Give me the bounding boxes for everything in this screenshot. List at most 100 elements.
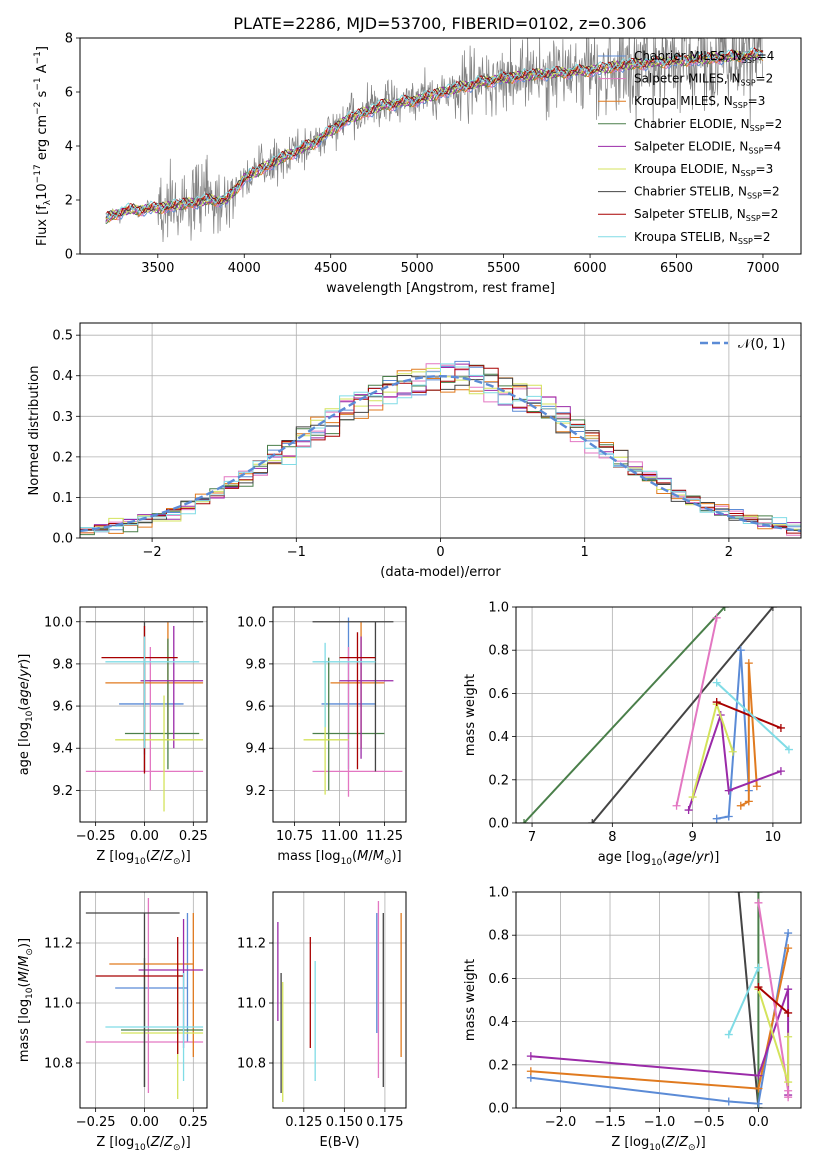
legend-label: Chabrier STELIB, NSSP=2 — [634, 185, 780, 201]
mass-weight-line — [716, 701, 782, 729]
y-tick-label: 8 — [65, 32, 73, 47]
x-tick-label: −1.0 — [644, 1115, 676, 1130]
mass-weight-marker — [784, 1093, 793, 1102]
y-tick-label: 9.8 — [52, 657, 73, 672]
x-tick-label: 0.150 — [326, 1115, 363, 1130]
x-tick-label: 11.00 — [321, 829, 358, 844]
y-tick-label: 0.6 — [488, 972, 509, 987]
legend-label: Salpeter MILES, NSSP=2 — [634, 72, 773, 88]
mass-weight-marker — [754, 1099, 763, 1108]
x-axis-label: Z [log10(Z/Z⊙)] — [96, 1135, 190, 1153]
mass-weight-marker — [684, 806, 693, 815]
y-axis-label: Normed distribution — [27, 366, 42, 496]
mass-weight-marker — [712, 678, 721, 687]
mass-weight-marker — [712, 613, 721, 622]
mass-weight-line — [591, 607, 774, 823]
y-tick-label: 1.0 — [488, 601, 509, 616]
x-tick-label: 2 — [725, 545, 733, 560]
mass-weight-marker — [784, 944, 793, 953]
residuals-axes: −2 −1 0 1 2 0.0 0.1 0.2 0.3 0.4 0.5 (data-model)/er… — [27, 322, 802, 580]
x-tick-label: 5500 — [487, 261, 520, 276]
spectrum-axes: 3500 4000 4500 5000 5500 6000 6500 7000 0 2 4 6 8 wav… — [33, 32, 802, 296]
mass-weight-line — [716, 681, 790, 751]
residual-legend: 𝒩(0, 1) — [700, 337, 785, 352]
mass-weight-marker — [672, 801, 681, 810]
mass-weight-line — [740, 663, 758, 807]
y-tick-label: 0.0 — [488, 817, 509, 832]
y-tick-label: 11.2 — [44, 937, 73, 952]
mass-weight-marker — [736, 646, 745, 655]
age_vs_mass-axes: 10.75 11.00 11.25 9.2 9.4 9.6 9.8 10.0 mass [log… — [237, 606, 407, 867]
legend-label: Chabrier ELODIE, NSSP=2 — [634, 117, 782, 133]
normal-curve — [80, 374, 801, 533]
x-tick-label: 0.25 — [179, 1115, 208, 1130]
x-tick-label: −1 — [287, 545, 306, 560]
mass_weight_vs_Z-axes: −2.0 −1.5 −1.0 −0.5 0.0 0.0 0.2 0.4 0.6 0.8 1.0 Z [… — [463, 886, 802, 1153]
x-tick-label: 1 — [581, 545, 589, 560]
x-tick-label: −2.0 — [545, 1115, 577, 1130]
y-tick-label: 2 — [65, 194, 73, 209]
mass-weight-marker — [526, 1052, 535, 1061]
x-tick-label: 7 — [528, 830, 536, 845]
mass-weight-marker — [776, 767, 785, 776]
x-axis-label: Z [log10(Z/Z⊙)] — [96, 849, 190, 867]
x-tick-label: 0.00 — [130, 1115, 159, 1130]
x-axis-label: age [log10(age/yr)] — [598, 850, 720, 868]
mass_vs_Z-axes: −0.25 0.00 0.25 10.8 11.0 11.2 Z [log10(Z/Z⊙)]… — [17, 891, 208, 1153]
y-tick-label: 11.2 — [237, 937, 266, 952]
mass-weight-marker — [724, 812, 733, 821]
mass-weight-marker — [744, 797, 753, 806]
y-tick-label: 9.8 — [245, 657, 266, 672]
y-tick-label: 0.2 — [52, 450, 73, 465]
y-tick-label: 0.2 — [488, 1058, 509, 1073]
mass-weight-marker — [784, 929, 793, 938]
y-tick-label: 6 — [65, 86, 73, 101]
y-axis-label: Flux [fλ10−17 erg cm−2 s−1 A−1] — [33, 46, 53, 246]
mass_vs_ebv-axes: 0.125 0.150 0.175 10.8 11.0 11.2 E(B-V) — [237, 891, 407, 1150]
mass-weight-marker — [520, 819, 529, 823]
legend-label: Salpeter ELODIE, NSSP=4 — [634, 139, 781, 155]
y-tick-label: 0.0 — [488, 1102, 509, 1117]
spectrum-plot-area — [105, 38, 764, 243]
mass-weight-marker — [728, 747, 737, 756]
x-tick-label: −0.5 — [693, 1115, 725, 1130]
mass-weight-line — [737, 892, 760, 1108]
x-tick-label: 0.0 — [748, 1115, 769, 1130]
y-tick-label: 0.4 — [488, 730, 509, 745]
mass-weight-marker — [768, 607, 777, 611]
mass-weight-marker — [724, 1097, 733, 1106]
axes-frame — [272, 891, 407, 1109]
y-tick-label: 10.8 — [44, 1057, 73, 1072]
x-axis-label: wavelength [Angstrom, rest frame] — [326, 281, 555, 296]
x-axis-label: E(B-V) — [319, 1135, 359, 1150]
x-tick-label: 10 — [765, 830, 782, 845]
mass-weight-line — [727, 967, 760, 1036]
x-tick-label: 5000 — [401, 261, 434, 276]
mass-weight-line — [523, 607, 726, 823]
axes-frame — [79, 891, 208, 1109]
residual-histogram — [80, 365, 801, 534]
mass-weight-marker — [754, 963, 763, 972]
y-tick-label: 0.2 — [488, 773, 509, 788]
mass_weight_vs_Z-plot-area — [516, 892, 801, 1108]
x-tick-label: −0.25 — [76, 1115, 116, 1130]
age_vs_Z-plot-area — [80, 607, 207, 822]
y-tick-label: 0.4 — [488, 1015, 509, 1030]
y-tick-label: 0.3 — [52, 410, 73, 425]
residual-histogram — [80, 363, 801, 533]
x-tick-label: 3500 — [141, 261, 174, 276]
x-tick-label: 0.25 — [179, 829, 208, 844]
x-tick-label: 0.125 — [285, 1115, 322, 1130]
x-tick-label: 0 — [436, 545, 444, 560]
mass-weight-marker — [776, 723, 785, 732]
y-tick-label: 0 — [65, 248, 73, 263]
x-tick-label: −2 — [143, 545, 162, 560]
mass-weight-marker — [744, 659, 753, 668]
mass-weight-marker — [736, 801, 745, 810]
mass-weight-marker — [688, 793, 697, 802]
residuals-plot-area — [80, 323, 801, 538]
mass-weight-marker — [784, 1008, 793, 1017]
x-axis-label: Z [log10(Z/Z⊙)] — [611, 1135, 705, 1153]
x-tick-label: 9 — [688, 830, 696, 845]
